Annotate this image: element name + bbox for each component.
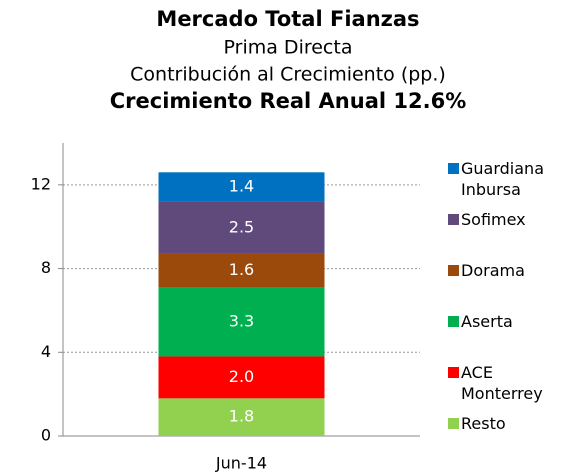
chart-title: Mercado Total Fianzas	[156, 7, 419, 31]
chart-subtitle: Prima Directa	[224, 37, 353, 59]
bar-segment	[158, 253, 325, 288]
y-tick-label: 4	[41, 342, 51, 361]
legend-label: Dorama	[461, 261, 525, 280]
data-label: 3.3	[229, 311, 254, 330]
legend-swatch	[448, 367, 459, 378]
legend-swatch	[448, 214, 459, 225]
data-label: 1.6	[229, 260, 254, 279]
y-tick-label: 12	[31, 174, 51, 193]
y-tick-label: 0	[41, 426, 51, 445]
data-label: 2.0	[229, 367, 254, 386]
bar-segment	[158, 172, 325, 202]
bar-segment	[158, 398, 325, 436]
chart-headline: Crecimiento Real Anual 12.6%	[110, 89, 467, 113]
legend-label: Guardiana Inbursa	[461, 159, 544, 199]
bar-segment	[158, 356, 325, 399]
data-label: 1.8	[229, 407, 254, 426]
data-label: 1.4	[229, 176, 254, 195]
legend-swatch	[448, 418, 459, 429]
legend-label: Aserta	[461, 312, 513, 331]
legend-swatch	[448, 163, 459, 174]
bar-segment	[158, 201, 325, 254]
bar-segment	[158, 287, 325, 357]
legend-label: Sofimex	[461, 210, 526, 229]
data-label: 2.5	[229, 217, 254, 236]
x-tick-label: Jun-14	[215, 454, 267, 473]
chart-subtitle: Contribución al Crecimiento (pp.)	[130, 64, 446, 86]
y-tick-label: 8	[41, 258, 51, 277]
legend-label: Resto	[461, 414, 506, 433]
legend-swatch	[448, 316, 459, 327]
legend-label: ACE Monterrey	[461, 363, 543, 403]
legend-swatch	[448, 265, 459, 276]
